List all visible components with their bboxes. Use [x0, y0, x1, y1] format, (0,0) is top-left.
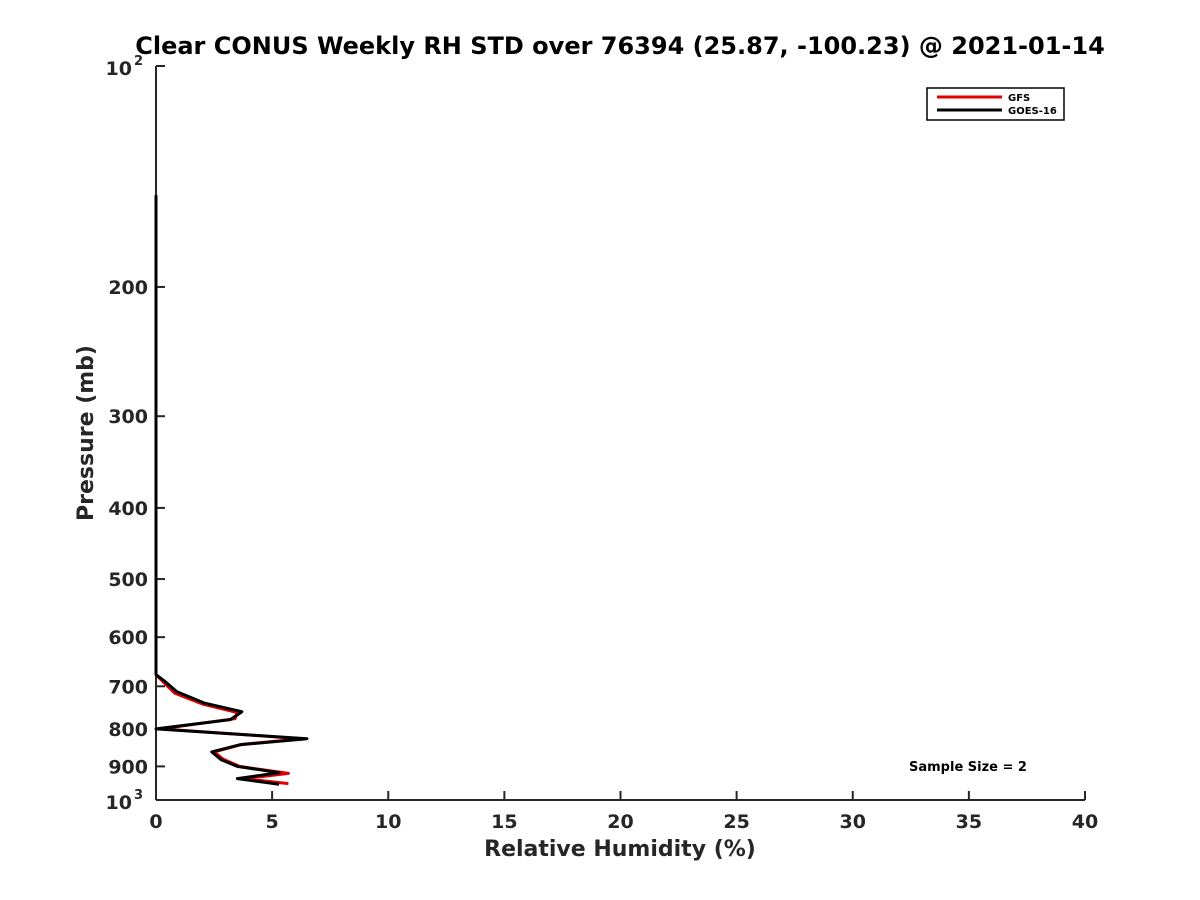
- y-tick-label-exponent: 2: [134, 54, 143, 69]
- y-tick-label: 300: [108, 406, 148, 428]
- x-tick-label: 25: [723, 811, 749, 833]
- legend-label-goes16: GOES-16: [1008, 106, 1057, 117]
- x-tick-label: 10: [375, 811, 401, 833]
- x-tick-label: 5: [266, 811, 279, 833]
- x-axis-label: Relative Humidity (%): [484, 837, 756, 862]
- y-tick-label: 800: [108, 719, 148, 741]
- x-tick-label: 15: [491, 811, 517, 833]
- y-tick-label-exponent: 3: [134, 788, 143, 803]
- y-tick-label: 700: [108, 676, 148, 698]
- y-tick-label: 200: [108, 277, 148, 299]
- series-line-goes16: [154, 195, 309, 786]
- y-tick-label: 900: [108, 756, 148, 778]
- legend-box: [926, 87, 1065, 121]
- legend-label-gfs: GFS: [1008, 93, 1030, 104]
- x-tick-label: 0: [149, 811, 162, 833]
- y-tick-label: 500: [108, 569, 148, 591]
- legend: GFS GOES-16: [926, 87, 1065, 121]
- x-tick-label: 35: [956, 811, 982, 833]
- y-tick-label: 600: [108, 627, 148, 649]
- y-tick-label: 400: [108, 498, 148, 520]
- sample-size-annotation: Sample Size = 2: [909, 760, 1027, 775]
- x-ticks: 0 5 10 15 20 25 30 35 40: [149, 791, 1098, 833]
- plot-area: [155, 66, 1085, 801]
- x-tick-label: 30: [840, 811, 866, 833]
- y-tick-label-base: 10: [106, 792, 132, 814]
- series-line-gfs: [154, 195, 304, 786]
- x-tick-label: 20: [607, 811, 633, 833]
- series-lines: [154, 195, 309, 786]
- chart-title: Clear CONUS Weekly RH STD over 76394 (25…: [135, 32, 1105, 60]
- x-tick-label: 40: [1072, 811, 1098, 833]
- y-tick-label-base: 10: [106, 58, 132, 80]
- y-axis-label: Pressure (mb): [74, 345, 99, 521]
